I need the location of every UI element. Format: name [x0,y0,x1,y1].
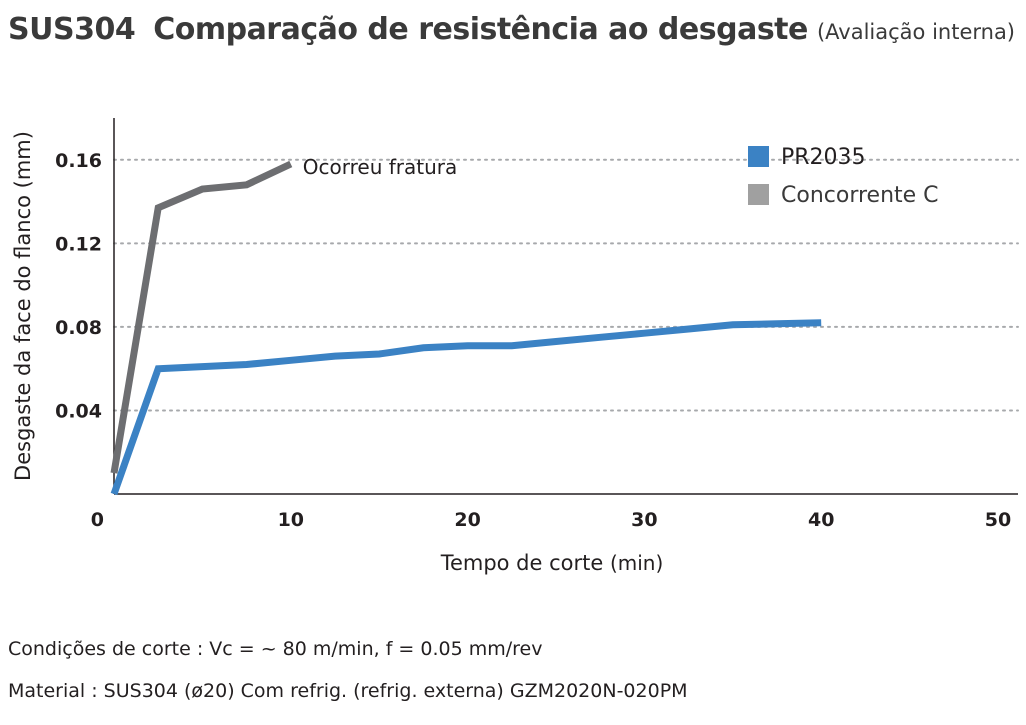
title-note: (Avaliação interna) [816,20,1016,44]
x-tick-label: 0 [91,509,104,531]
y-tick-label: 0.16 [55,150,102,172]
series-line-pr2035 [110,319,822,496]
wear-chart: 0.04 0.08 0.12 0.16 0 10 20 30 40 50 Tempo de cort… [11,118,1019,575]
cutting-conditions: Condições de corte : Vc = ~ 80 m/min, f … [8,638,543,660]
annotation-fracture: Ocorreu fratura [303,155,457,179]
series-line-concorrente-c [110,160,293,474]
y-tick-label: 0.08 [55,317,102,339]
x-tick-label: 20 [454,509,480,531]
x-tick-label: 30 [631,509,657,531]
chart-title: Comparação de resistência ao desgaste [153,12,808,47]
y-axis-label: Desgaste da face do flanco (mm) [11,131,35,481]
legend-label: Concorrente C [781,183,939,208]
legend-swatch [748,184,769,205]
y-tick-label: 0.04 [55,400,102,422]
chart-title-block: SUS304 Comparação de resistência ao desga… [8,12,1015,47]
material-conditions: Material : SUS304 (ø20) Com refrig. (ref… [8,680,688,702]
material-label: SUS304 [8,12,136,47]
x-tick-label: 10 [278,509,304,531]
legend-label: PR2035 [781,145,866,170]
legend-swatch [748,146,769,167]
x-tick-label: 40 [808,509,834,531]
x-axis-label: Tempo de corte (min) [440,551,664,575]
x-tick-label: 50 [985,509,1011,531]
y-tick-label: 0.12 [55,233,102,255]
